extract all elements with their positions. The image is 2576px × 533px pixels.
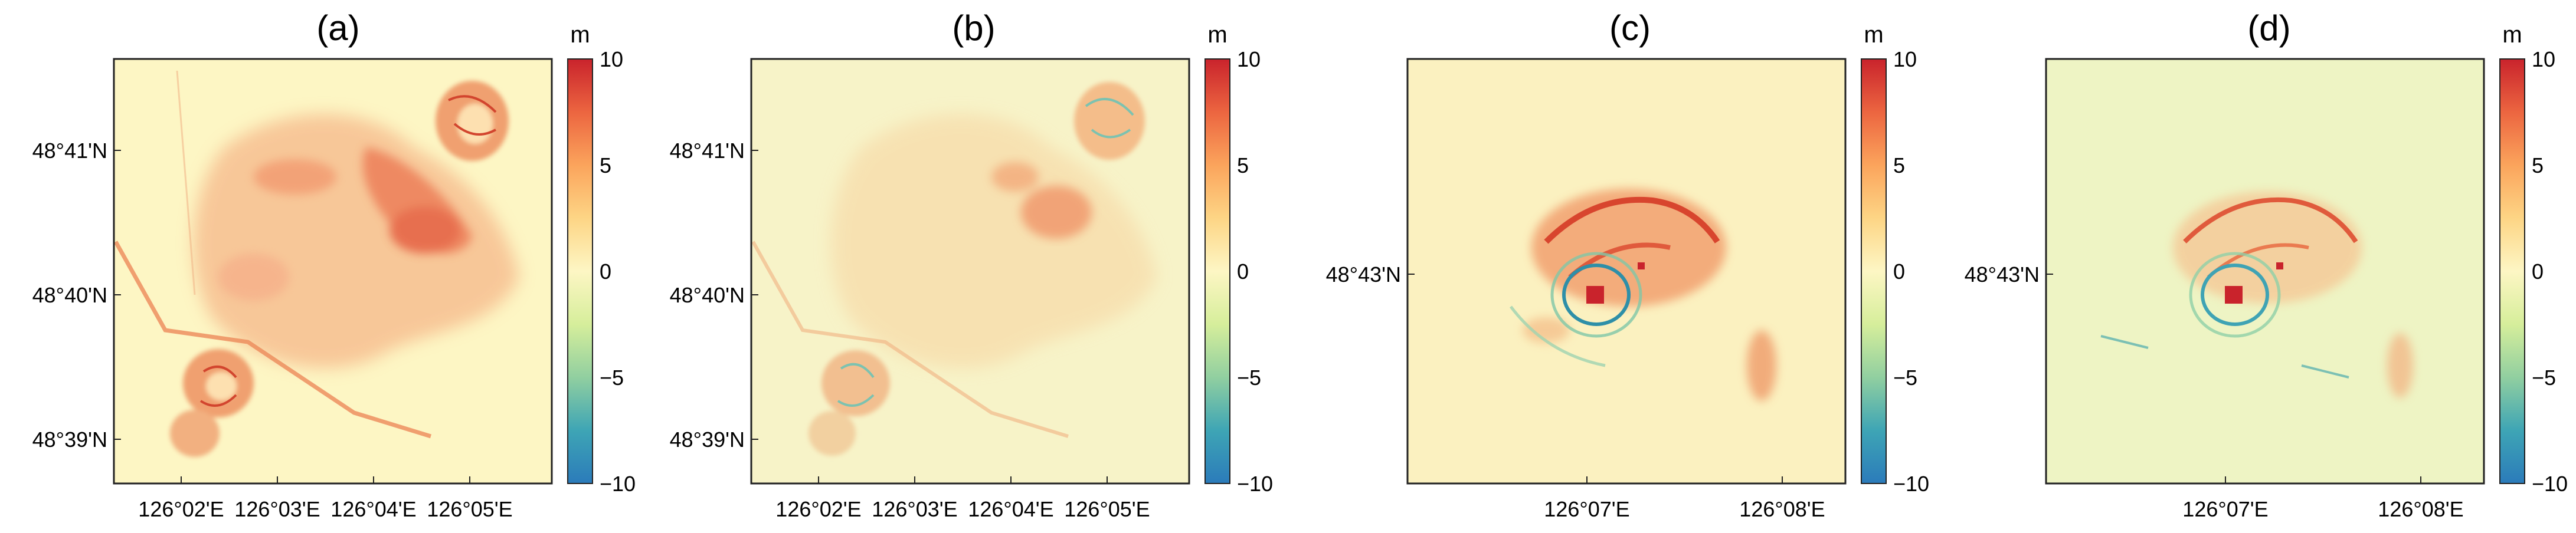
y-tick-labels: 48°41'N 48°40'N 48°39'N — [32, 139, 121, 452]
y-tick-label: 48°41'N — [670, 139, 745, 163]
map-image — [1406, 58, 1847, 485]
panel-title: (c) — [1609, 8, 1651, 48]
colorbar-tick: 10 — [600, 47, 623, 71]
x-tick-label: 126°07'E — [2182, 497, 2268, 521]
x-tick-label: 126°02'E — [138, 497, 224, 521]
x-tick-labels: 126°02'E 126°03'E 126°04'E 126°05'E — [775, 476, 1150, 521]
panel-title: (d) — [2247, 8, 2290, 48]
colorbar-tick: 5 — [1893, 153, 1905, 177]
colorbar-unit: m — [1864, 22, 1883, 48]
y-tick-label: 48°39'N — [670, 427, 745, 452]
colorbar-tick: 0 — [2532, 259, 2544, 284]
x-tick-label: 126°05'E — [427, 497, 512, 521]
colorbar-tick: 10 — [1893, 47, 1917, 71]
colorbar-tick: 10 — [1237, 47, 1261, 71]
panel-b: (b) 48°41'N 48°40'N 48 — [670, 8, 1273, 521]
y-tick-label: 48°43'N — [1965, 262, 2040, 287]
colorbar-unit: m — [1207, 22, 1227, 48]
colorbar: m 10 5 0 −5 −10 — [1204, 22, 1273, 496]
panel-title: (a) — [316, 8, 359, 48]
panel-a: (a) — [32, 8, 636, 521]
colorbar-tick: −5 — [2532, 366, 2556, 390]
colorbar-tick: −10 — [2532, 472, 2568, 496]
colorbar-tick: −10 — [600, 472, 636, 496]
map-image — [750, 58, 1190, 485]
y-tick-label: 48°39'N — [32, 427, 107, 452]
x-tick-labels: 126°07'E 126°08'E — [1544, 476, 1825, 521]
x-tick-label: 126°02'E — [775, 497, 861, 521]
x-tick-labels: 126°07'E 126°08'E — [2182, 476, 2464, 521]
colorbar: m 10 5 0 −5 −10 — [1861, 22, 1929, 496]
x-tick-label: 126°08'E — [1739, 497, 1825, 521]
colorbar-tick: −10 — [1237, 472, 1273, 496]
colorbar-tick: 0 — [1237, 259, 1249, 284]
x-tick-label: 126°03'E — [872, 497, 957, 521]
y-tick-label: 48°40'N — [32, 283, 107, 307]
x-tick-labels: 126°02'E 126°03'E 126°04'E 126°05'E — [138, 476, 513, 521]
colorbar-unit: m — [570, 22, 590, 48]
y-tick-labels: 48°41'N 48°40'N 48°39'N — [670, 139, 758, 452]
colorbar-tick: 5 — [2532, 153, 2544, 177]
map-image — [2045, 58, 2485, 485]
colorbar-tick: −5 — [600, 366, 624, 390]
x-tick-label: 126°04'E — [968, 497, 1053, 521]
x-tick-label: 126°05'E — [1064, 497, 1150, 521]
y-tick-label: 48°43'N — [1326, 262, 1401, 287]
y-tick-label: 48°41'N — [32, 139, 107, 163]
colorbar: m 10 5 0 −5 −10 — [567, 22, 636, 496]
x-tick-label: 126°08'E — [2378, 497, 2463, 521]
panel-d: (d) 48°43'N 126°07'E 126°08'E — [1965, 8, 2568, 521]
colorbar-tick: 5 — [1237, 153, 1249, 177]
x-tick-label: 126°04'E — [330, 497, 416, 521]
y-tick-labels: 48°43'N — [1326, 262, 1415, 287]
colorbar-tick: −5 — [1237, 366, 1261, 390]
colorbar-tick: −10 — [1893, 472, 1929, 496]
colorbar-tick: −5 — [1893, 366, 1917, 390]
colorbar-tick: 10 — [2532, 47, 2555, 71]
colorbar-tick: 0 — [600, 259, 611, 284]
colorbar-unit: m — [2502, 22, 2522, 48]
colorbar-tick: 5 — [600, 153, 611, 177]
colorbar-tick: 0 — [1893, 259, 1905, 284]
y-tick-labels: 48°43'N — [1965, 262, 2053, 287]
panel-title: (b) — [952, 8, 995, 48]
y-tick-label: 48°40'N — [670, 283, 745, 307]
map-image — [113, 58, 553, 485]
x-tick-label: 126°07'E — [1544, 497, 1629, 521]
x-tick-label: 126°03'E — [234, 497, 320, 521]
colorbar: m 10 5 0 −5 −10 — [2499, 22, 2568, 496]
panel-c: (c) 48°43'N 126°07'E 126°08'E — [1326, 8, 1929, 521]
